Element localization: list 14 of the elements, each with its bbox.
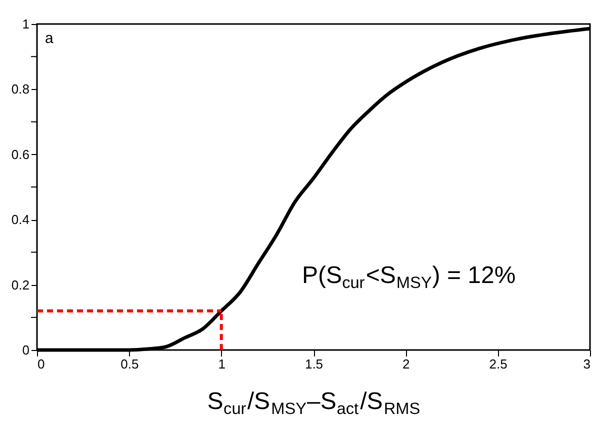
y-tick-label: 0	[22, 342, 30, 358]
y-tick-label: 0.2	[11, 277, 30, 292]
annotation: a	[45, 30, 54, 47]
x-tick-label: 1	[218, 356, 226, 372]
y-tick-label: 0.4	[11, 212, 30, 228]
x-tick-label: 2.5	[489, 356, 508, 372]
y-tick-label: 0.8	[11, 82, 30, 97]
x-tick-label: 2	[402, 356, 410, 372]
x-tick-label: 1.5	[304, 356, 324, 372]
x-tick-label: 0	[38, 356, 45, 372]
y-tick-label: 1	[22, 16, 30, 32]
x-tick-label: 0.5	[120, 356, 139, 372]
y-tick-label: 0.6	[11, 146, 30, 162]
x-tick-label: 3	[583, 356, 590, 372]
